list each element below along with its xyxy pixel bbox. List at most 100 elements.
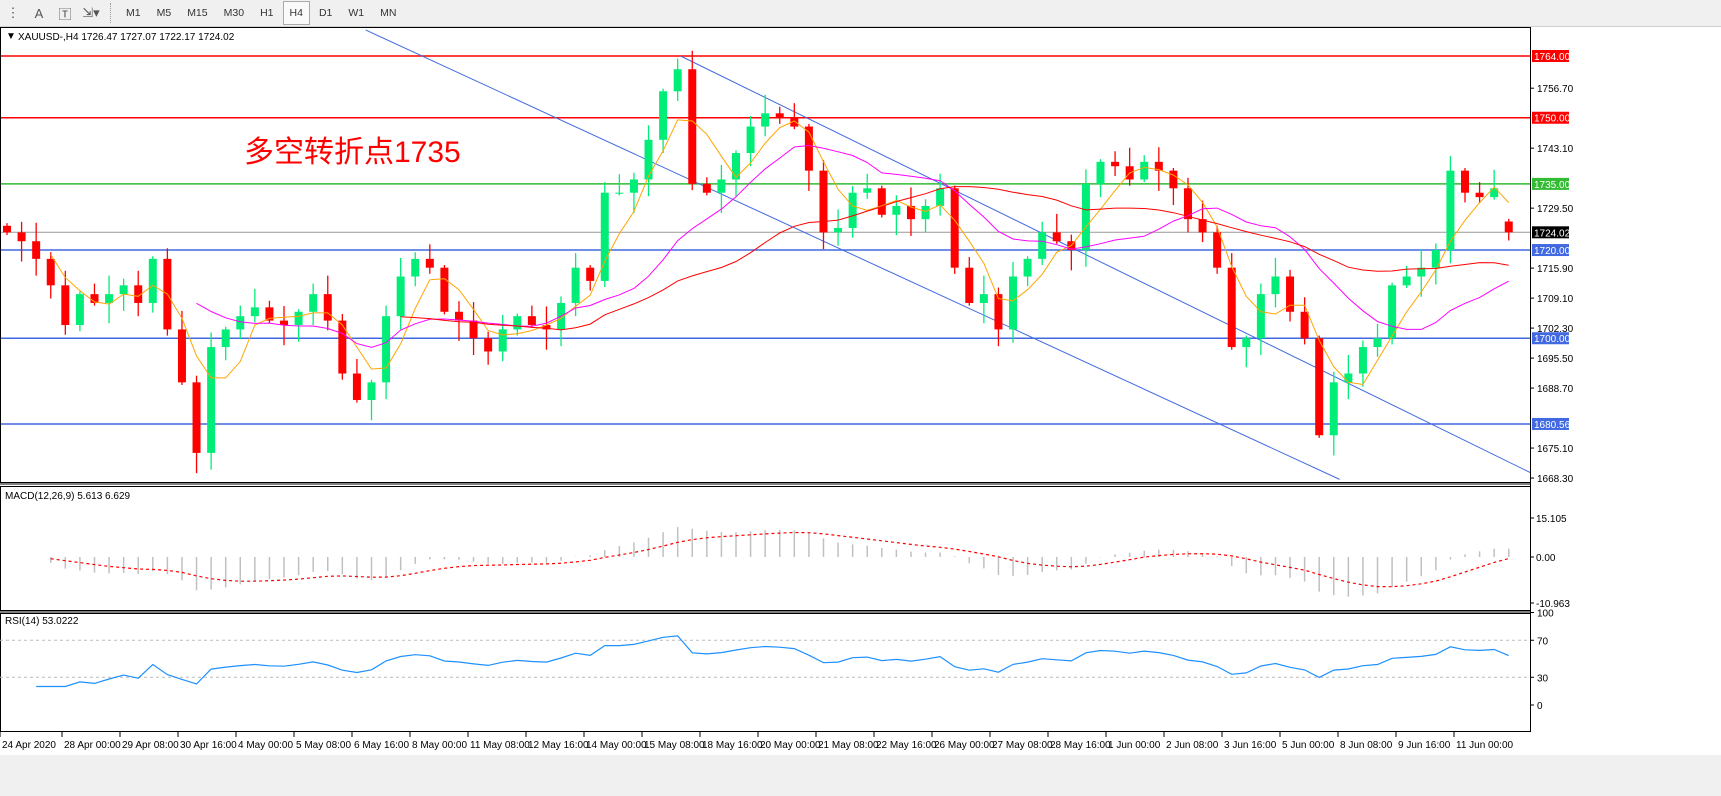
candle-body — [527, 316, 536, 326]
time-axis-label: 27 May 08:00 — [992, 740, 1053, 751]
price-tick-label: 1675.10 — [1537, 444, 1574, 455]
timeframe-d1[interactable]: D1 — [318, 7, 333, 19]
main-plot — [1, 29, 1530, 480]
rsi-pane — [0, 613, 1531, 732]
candle-body — [1402, 276, 1411, 286]
timeframe-group: M1 M5 M15 M30 H1 H4 D1 W1 MN — [118, 1, 404, 25]
candle-body — [702, 183, 711, 193]
candle-body — [1081, 183, 1090, 251]
level-price-tag: 1700.00 — [1534, 334, 1571, 345]
candle-body — [1358, 347, 1367, 374]
time-axis-label: 12 May 16:00 — [528, 740, 589, 751]
candle-body — [746, 126, 755, 154]
time-axis-label: 29 Apr 08:00 — [122, 740, 179, 751]
candle-body — [1227, 267, 1236, 348]
timeframe-h1[interactable]: H1 — [260, 7, 274, 19]
level-price-tag-bg — [1532, 417, 1569, 430]
price-tick-label: 1695.50 — [1537, 354, 1574, 365]
candle-body — [1315, 338, 1324, 436]
price-tick-label: 1709.10 — [1537, 294, 1574, 305]
candle-body — [1504, 221, 1513, 233]
time-axis-label: 28 May 16:00 — [1050, 740, 1111, 751]
price-tick-label: 1743.10 — [1537, 144, 1574, 155]
candle-body — [148, 258, 157, 303]
time-axis-label: 5 Jun 00:00 — [1282, 740, 1335, 751]
candle-body — [1052, 232, 1061, 242]
candle-body — [32, 241, 41, 259]
candle-body — [877, 188, 886, 215]
timeframe-m5[interactable]: M5 — [156, 7, 172, 19]
candle-body — [192, 382, 201, 453]
price-tick-label: 1729.50 — [1537, 204, 1574, 215]
candle-body — [1183, 188, 1192, 220]
arrows-icon[interactable]: ⇲▾ — [82, 5, 100, 20]
level-price-tag: 1764.00 — [1534, 52, 1571, 63]
rsi-line — [36, 635, 1509, 688]
time-axis-label: 20 May 00:00 — [760, 740, 821, 751]
candle-body — [46, 258, 55, 286]
candle-body — [513, 316, 522, 330]
level-price-tag-bg — [1532, 50, 1569, 62]
status-area — [0, 755, 1721, 796]
rsi-axis-label: 70 — [1537, 636, 1549, 647]
candle-body — [484, 338, 493, 352]
candle-body — [1271, 276, 1280, 295]
candle-body — [717, 179, 726, 193]
candle-body — [1417, 267, 1426, 277]
candle-body — [1286, 276, 1295, 312]
price-tick-label: 1668.30 — [1537, 474, 1574, 485]
macd-plot — [49, 527, 1510, 597]
time-axis-label: 6 May 16:00 — [354, 740, 409, 751]
timeframe-w1[interactable]: W1 — [348, 7, 365, 19]
time-axis-label: 30 Apr 16:00 — [180, 740, 237, 751]
candle-body — [1154, 161, 1163, 171]
rsi-axis-label: 30 — [1537, 673, 1549, 684]
candle-body — [936, 188, 945, 206]
candle-body — [75, 294, 84, 326]
candle-body — [1461, 170, 1469, 193]
timeframe-mn[interactable]: MN — [380, 7, 397, 19]
annotation-text: 多空转折点1735 — [244, 136, 461, 169]
text-label-icon[interactable]: 🅃 — [58, 6, 72, 22]
chart-window[interactable]: ▼ XAUUSD-,H4 1726.47 1727.07 1722.17 1724… — [0, 27, 1721, 796]
timeframe-m1[interactable]: M1 — [126, 7, 141, 19]
candle-body — [1242, 338, 1251, 348]
moving-average-line — [196, 144, 1509, 348]
price-tick-label: 1702.30 — [1537, 324, 1574, 335]
text-icon[interactable]: A — [34, 5, 44, 21]
time-axis-label: 24 Apr 2020 — [2, 740, 56, 751]
candle-body — [90, 294, 99, 303]
time-axis-label: 4 May 00:00 — [238, 740, 293, 751]
candle-body — [396, 276, 405, 317]
candle-body — [1096, 161, 1105, 184]
candle-body — [1431, 250, 1440, 268]
candle-body — [382, 316, 391, 383]
moving-average-line — [400, 186, 1509, 331]
candle-body — [950, 188, 959, 268]
time-axis-label: 22 May 16:00 — [876, 740, 937, 751]
candle-body — [1023, 258, 1032, 277]
time-axis-label: 5 May 08:00 — [296, 740, 351, 751]
fibonacci-icon[interactable]: ⋮ — [6, 5, 20, 20]
candle-body — [994, 294, 1003, 330]
toolbar: ⋮ A 🅃 ⇲▾ M1 M5 M15 M30 H1 H4 D1 W1 MN — [0, 0, 1721, 27]
candle-body — [3, 225, 11, 233]
candle-body — [1475, 192, 1484, 198]
candle-body — [1373, 338, 1382, 348]
macd-signal-line — [50, 531, 1509, 588]
timeframe-h4[interactable]: H4 — [282, 1, 310, 25]
level-price-tag: 1680.56 — [1534, 420, 1571, 431]
time-axis-label: 28 Apr 00:00 — [64, 740, 121, 751]
candle-body — [979, 294, 988, 303]
price-tick-label: 1688.70 — [1537, 384, 1574, 395]
trendline — [365, 29, 1340, 480]
candle-body — [1198, 219, 1207, 233]
candle-body — [250, 307, 259, 317]
macd-label: MACD(12,26,9) 5.613 6.629 — [5, 491, 131, 502]
timeframe-m15[interactable]: M15 — [187, 7, 208, 19]
candle-body — [586, 267, 595, 281]
candle-body — [134, 285, 143, 303]
candle-body — [1256, 294, 1265, 339]
time-axis-label: 9 Jun 16:00 — [1398, 740, 1451, 751]
timeframe-m30[interactable]: M30 — [223, 7, 245, 19]
